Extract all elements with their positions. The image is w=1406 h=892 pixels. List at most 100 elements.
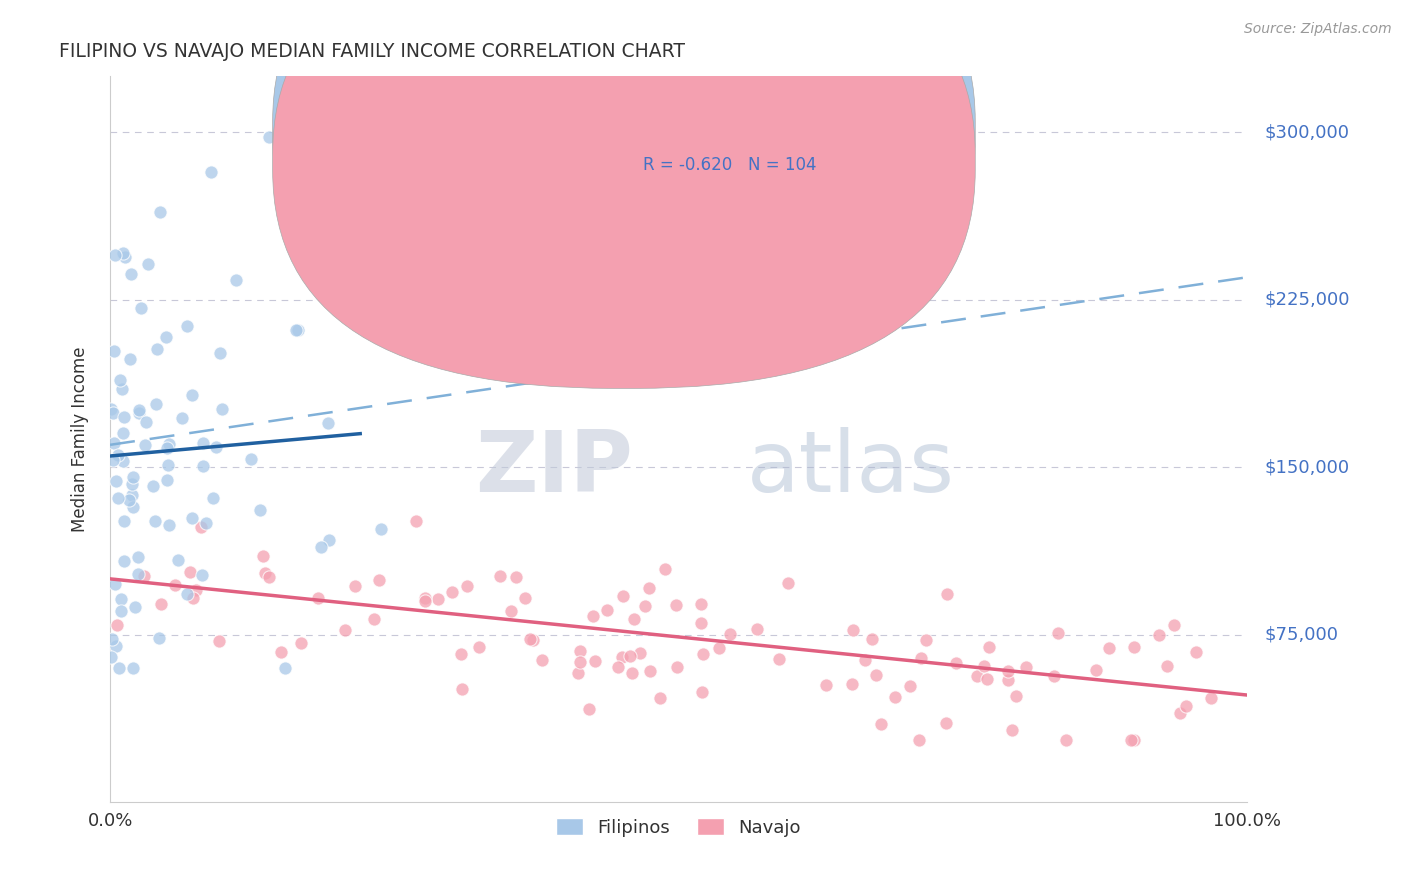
Filipinos (112, 409, 135, 424)
Navajo (253, 566, 276, 580)
Navajo (908, 732, 931, 747)
Navajo (707, 640, 730, 655)
Navajo (665, 660, 688, 674)
Text: R =  0.036   N =  80: R = 0.036 N = 80 (644, 123, 811, 141)
Navajo (1043, 668, 1066, 682)
FancyBboxPatch shape (273, 0, 976, 356)
Filipinos (370, 522, 392, 536)
Navajo (1168, 706, 1191, 720)
Navajo (768, 652, 790, 666)
Navajo (997, 664, 1019, 678)
Navajo (522, 633, 544, 648)
Filipinos (142, 479, 165, 493)
Filipinos (118, 493, 141, 508)
FancyBboxPatch shape (273, 0, 976, 388)
Navajo (606, 659, 628, 673)
Navajo (654, 561, 676, 575)
Filipinos (107, 448, 129, 462)
FancyBboxPatch shape (599, 105, 855, 196)
Filipinos (103, 343, 125, 358)
Filipinos (143, 514, 166, 528)
Filipinos (167, 553, 190, 567)
Filipinos (155, 330, 177, 344)
Navajo (186, 583, 208, 598)
Filipinos (100, 649, 122, 664)
Filipinos (110, 592, 132, 607)
Filipinos (157, 517, 180, 532)
Text: $150,000: $150,000 (1264, 458, 1350, 476)
Filipinos (191, 436, 214, 450)
Navajo (190, 520, 212, 534)
Navajo (257, 570, 280, 584)
Navajo (637, 581, 659, 595)
Text: $225,000: $225,000 (1264, 291, 1350, 309)
Navajo (105, 617, 128, 632)
Navajo (1185, 645, 1208, 659)
Filipinos (176, 587, 198, 601)
Navajo (869, 717, 891, 731)
Filipinos (111, 246, 134, 260)
Filipinos (181, 511, 204, 525)
Navajo (270, 645, 292, 659)
Filipinos (193, 458, 215, 473)
Navajo (692, 647, 714, 661)
Filipinos (104, 577, 127, 591)
Filipinos (225, 273, 247, 287)
Navajo (333, 624, 356, 638)
Navajo (343, 579, 366, 593)
Navajo (935, 587, 957, 601)
Navajo (997, 673, 1019, 687)
Navajo (582, 609, 605, 624)
Filipinos (202, 491, 225, 506)
Filipinos (191, 568, 214, 582)
Navajo (1122, 640, 1144, 654)
Navajo (628, 646, 651, 660)
Navajo (898, 679, 921, 693)
Navajo (865, 668, 887, 682)
Navajo (745, 622, 768, 636)
Text: FILIPINO VS NAVAJO MEDIAN FAMILY INCOME CORRELATION CHART: FILIPINO VS NAVAJO MEDIAN FAMILY INCOME … (59, 42, 685, 61)
Navajo (307, 591, 329, 605)
Navajo (718, 627, 741, 641)
Navajo (640, 665, 662, 679)
Navajo (505, 570, 527, 584)
Filipinos (128, 406, 150, 420)
Navajo (619, 648, 641, 663)
Filipinos (209, 346, 232, 360)
Filipinos (121, 477, 143, 491)
Navajo (519, 632, 541, 646)
Filipinos (156, 473, 179, 487)
Navajo (648, 691, 671, 706)
Navajo (405, 514, 427, 528)
Navajo (569, 644, 592, 658)
Navajo (415, 594, 437, 608)
Navajo (610, 650, 633, 665)
Filipinos (118, 351, 141, 366)
Navajo (979, 640, 1001, 654)
Navajo (515, 591, 537, 606)
Filipinos (211, 402, 233, 417)
Filipinos (129, 301, 152, 315)
Navajo (860, 632, 883, 646)
Navajo (368, 573, 391, 587)
Navajo (290, 635, 312, 649)
Filipinos (108, 373, 131, 387)
Filipinos (103, 436, 125, 450)
Filipinos (259, 129, 281, 144)
Navajo (690, 615, 713, 630)
Filipinos (318, 533, 340, 547)
Filipinos (101, 632, 124, 647)
Filipinos (101, 453, 124, 467)
Navajo (664, 598, 686, 612)
Filipinos (111, 383, 134, 397)
Filipinos (239, 452, 262, 467)
Filipinos (105, 639, 128, 653)
Navajo (413, 591, 436, 606)
Navajo (165, 578, 187, 592)
Filipinos (176, 318, 198, 333)
Filipinos (148, 204, 170, 219)
Filipinos (121, 500, 143, 514)
Navajo (966, 668, 988, 682)
Navajo (179, 566, 201, 580)
Filipinos (100, 402, 122, 417)
